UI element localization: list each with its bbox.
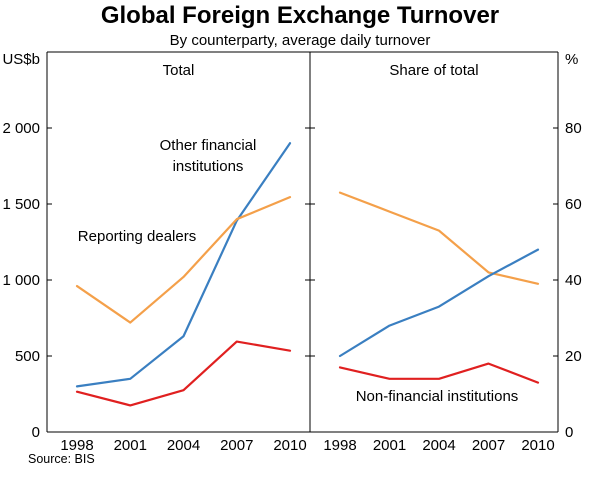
x-axis-tick-label: 2004 [167,437,200,454]
axis-unit-label: US$b [2,51,40,68]
series-line-non-financial-institutions [75,340,292,407]
y-axis-tick-label: 40 [565,272,582,289]
y-axis-tick-label: 0 [565,424,573,441]
x-axis-tick-label: 2010 [273,437,306,454]
x-axis-tick-label: 2007 [220,437,253,454]
y-axis-tick-label: 0 [32,424,40,441]
chart-title: Global Foreign Exchange Turnover [100,2,500,29]
annotation-label: Non-financial institutions [356,388,519,405]
panel-title: Total [163,62,195,79]
chart-subtitle: By counterparty, average daily turnover [169,32,431,49]
annotation-label: Other financial institutions [160,137,257,175]
y-axis-tick-label: 1 500 [2,196,40,213]
x-axis-tick-label: 2010 [521,437,554,454]
series-line-other-financial-institutions [75,142,292,388]
series-line-other-financial-institutions [338,248,540,358]
panel-title: Share of total [389,62,478,79]
y-axis-tick-label: 1 000 [2,272,40,289]
y-axis-tick-label: 20 [565,348,582,365]
x-axis-tick-label: 2004 [422,437,455,454]
x-axis-tick-label: 1998 [60,437,93,454]
series-line-non-financial-institutions [338,362,540,384]
source-note: Source: BIS [28,452,95,466]
y-axis-tick-label: 60 [565,196,582,213]
annotation-label: Reporting dealers [78,228,196,245]
axis-unit-label: % [565,51,578,68]
x-axis-tick-label: 2007 [472,437,505,454]
x-axis-tick-label: 2001 [114,437,147,454]
y-axis-tick-label: 80 [565,120,582,137]
x-axis-tick-label: 2001 [373,437,406,454]
series-line-reporting-dealers [338,191,540,285]
y-axis-tick-label: 500 [15,348,40,365]
series-line-reporting-dealers [75,196,292,324]
y-axis-tick-label: 2 000 [2,120,40,137]
x-axis-tick-label: 1998 [323,437,356,454]
